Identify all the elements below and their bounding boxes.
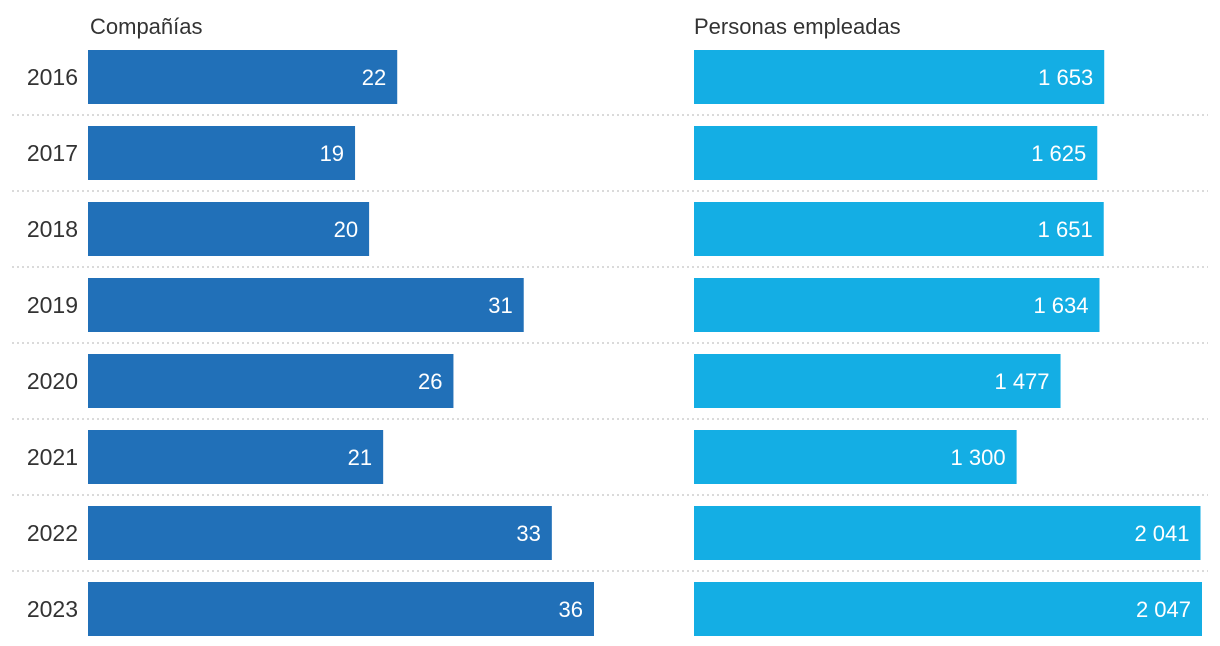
value-label-companias-2017: 19 [320,141,344,166]
year-labels: 2016 2017 2018 2019 2020 2021 2022 2023 [27,64,78,622]
value-label-personas-2019: 1 634 [1033,293,1088,318]
value-label-companias-2022: 33 [516,521,540,546]
bar-personas-2020 [694,354,1061,408]
year-label-2021: 2021 [27,444,78,470]
bar-personas-2016 [694,50,1105,104]
value-label-personas-2023: 2 047 [1136,597,1191,622]
bar-personas-2017 [694,126,1098,180]
bar-companias-2022 [88,506,552,560]
panel-titles: Compañías Personas empleadas [90,14,901,39]
bar-personas-2023 [694,582,1202,636]
bar-companias-2023 [88,582,594,636]
year-label-2016: 2016 [27,64,78,90]
panel-title-companias: Compañías [90,14,203,39]
bar-companias-2020 [88,354,454,408]
value-label-companias-2019: 31 [488,293,512,318]
year-label-2022: 2022 [27,520,78,546]
bars [88,50,1202,636]
value-label-personas-2020: 1 477 [994,369,1049,394]
year-label-2019: 2019 [27,292,78,318]
row-dividers [12,114,1208,572]
value-labels: 22 19 20 31 26 21 33 36 1 653 1 625 1 651 1 634 1 47… [320,65,1191,622]
bar-companias-2019 [88,278,524,332]
value-label-personas-2017: 1 625 [1031,141,1086,166]
bar-personas-2018 [694,202,1104,256]
year-label-2017: 2017 [27,140,78,166]
value-label-personas-2022: 2 041 [1134,521,1189,546]
bar-companias-2017 [88,126,356,180]
bar-companias-2018 [88,202,370,256]
year-label-2018: 2018 [27,216,78,242]
value-label-companias-2020: 26 [418,369,442,394]
value-label-companias-2016: 22 [362,65,386,90]
year-label-2020: 2020 [27,368,78,394]
value-label-personas-2018: 1 651 [1038,217,1093,242]
panel-title-personas-empleadas: Personas empleadas [694,14,901,39]
value-label-companias-2021: 21 [348,445,372,470]
value-label-companias-2023: 36 [559,597,583,622]
value-label-companias-2018: 20 [334,217,358,242]
year-label-2023: 2023 [27,596,78,622]
value-label-personas-2021: 1 300 [951,445,1006,470]
bar-personas-2021 [694,430,1017,484]
bar-personas-2022 [694,506,1201,560]
bar-companias-2016 [88,50,398,104]
bar-personas-2019 [694,278,1100,332]
bar-companias-2021 [88,430,384,484]
value-label-personas-2016: 1 653 [1038,65,1093,90]
